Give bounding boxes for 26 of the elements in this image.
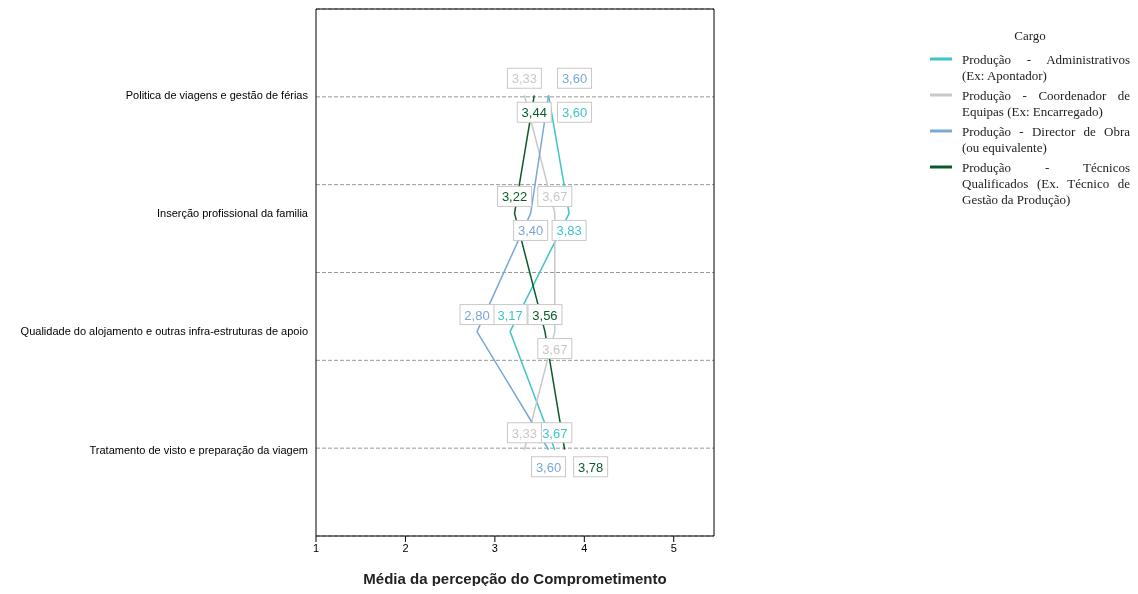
x-tick-label: 4	[581, 541, 588, 554]
x-tick-label: 1	[312, 541, 320, 554]
x-tick-label: 2	[402, 541, 409, 554]
legend-title: Cargo	[1013, 28, 1047, 44]
data-label: 3,22	[501, 189, 528, 205]
data-label: 3,83	[556, 223, 582, 239]
y-tick-label: Qualidade do alojamento e outras infra-estruturas de apoio	[20, 325, 308, 338]
data-label: 3,56	[532, 307, 558, 323]
data-label: 3,44	[521, 105, 547, 121]
data-label: 2,80	[464, 307, 490, 323]
data-label: 3,60	[561, 105, 588, 121]
data-label: 3,60	[561, 71, 588, 87]
legend-label: Produção - Administrativos (Ex: Apontador)	[962, 52, 1130, 84]
x-tick-label: 3	[491, 541, 498, 554]
data-label: 3,78	[577, 459, 604, 475]
y-tick-label: Tratamento de visto e preparação da viagem	[89, 443, 308, 456]
legend-label: Produção - Director de Obra (ou equivalente)	[962, 124, 1130, 156]
data-label: 3,60	[535, 459, 562, 475]
data-label: 3,67	[542, 425, 568, 441]
data-label: 3,17	[497, 307, 523, 323]
legend-label: Produção - Coordenador de Equipas (Ex: Encarregado)	[962, 88, 1130, 120]
y-tick-label: Inserção profissional da familia	[156, 207, 309, 220]
y-tick-label: Politica de viagens e gestão de férias	[125, 89, 309, 102]
legend-label: Produção - Técnicos Qualificados (Ex. Técnico de Gestão da Produção)	[962, 160, 1130, 208]
data-label: 3,40	[518, 223, 544, 239]
x-tick-label: 5	[670, 541, 677, 554]
